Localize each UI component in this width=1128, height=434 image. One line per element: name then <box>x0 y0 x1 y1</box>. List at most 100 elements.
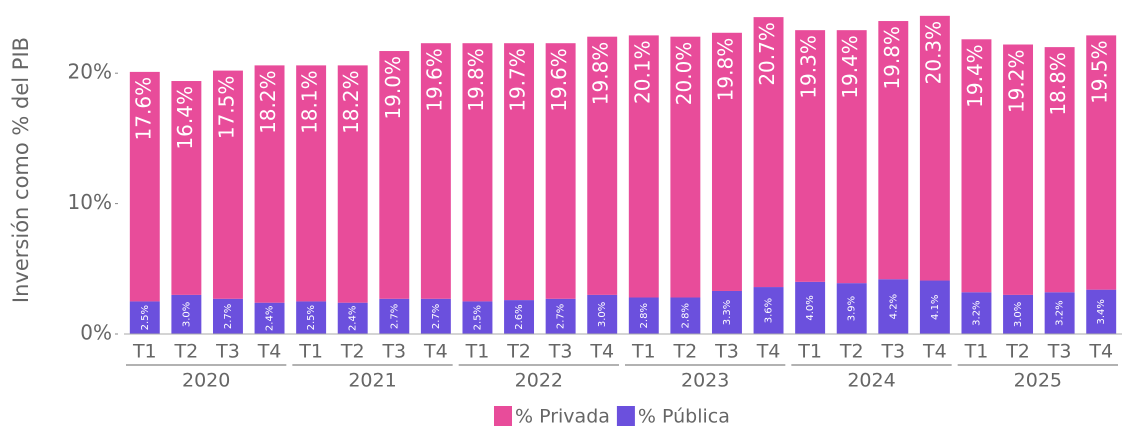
x-tick-label: T1 <box>964 341 989 363</box>
x-tick-label: T2 <box>174 341 199 363</box>
bar-segment <box>212 70 243 299</box>
value-label: 19.3% <box>797 35 821 99</box>
bar-segment <box>670 36 701 298</box>
bar-segment <box>171 81 202 295</box>
value-label: 20.7% <box>755 22 779 86</box>
bar-segment <box>836 283 867 334</box>
value-label: 19.6% <box>547 48 571 112</box>
x-tick-label: T1 <box>797 341 822 363</box>
bar-segment <box>961 39 992 293</box>
bar-segment <box>711 32 742 291</box>
value-label: 19.8% <box>880 26 904 90</box>
x-tick-label: T3 <box>215 341 240 363</box>
value-label: 3.6% <box>764 298 775 323</box>
value-label: 19.8% <box>713 38 737 102</box>
value-label: 2.6% <box>514 304 525 329</box>
value-label: 18.8% <box>1046 52 1070 116</box>
x-tick-label: T4 <box>922 341 947 363</box>
value-label: 20.1% <box>630 40 654 104</box>
x-tick-label: T2 <box>673 341 698 363</box>
x-tick-label: T2 <box>340 341 365 363</box>
bar-segment <box>129 71 160 302</box>
bar-segment <box>753 287 784 334</box>
value-label: 4.0% <box>805 295 816 320</box>
bar-segment <box>1044 292 1075 334</box>
x-tick-label: T3 <box>880 341 905 363</box>
value-label: 19.8% <box>589 42 613 106</box>
legend-label: % Privada <box>515 406 610 428</box>
value-label: 3.4% <box>1096 299 1107 324</box>
bar-segment <box>878 279 909 334</box>
bar-segment <box>296 65 327 302</box>
bar-segment <box>504 43 535 301</box>
value-label: 2.8% <box>680 303 691 328</box>
bar-segment <box>1086 35 1117 290</box>
value-label: 20.0% <box>672 42 696 106</box>
x-tick-label: T1 <box>298 341 323 363</box>
bar-segment <box>296 301 327 334</box>
year-label: 2022 <box>515 370 563 392</box>
bar-segment <box>670 297 701 334</box>
value-label: 4.1% <box>930 295 941 320</box>
bar-segment <box>462 43 493 302</box>
value-label: 18.1% <box>298 70 322 134</box>
year-label: 2023 <box>681 370 729 392</box>
bar-segment <box>836 30 867 284</box>
bar-segment <box>795 281 826 334</box>
x-tick-label: T4 <box>423 341 448 363</box>
legend-label: % Pública <box>638 406 730 428</box>
value-label: 3.3% <box>722 300 733 325</box>
value-label: 3.2% <box>971 300 982 325</box>
value-label: 2.7% <box>431 304 442 329</box>
value-label: 3.0% <box>1013 302 1024 327</box>
x-tick-label: T3 <box>381 341 406 363</box>
value-label: 19.4% <box>963 44 987 108</box>
bar-segment <box>711 290 742 334</box>
bar-segment <box>379 51 410 299</box>
bar-segment <box>878 21 909 280</box>
legend-swatch <box>616 406 635 426</box>
value-label: 2.5% <box>140 305 151 330</box>
bar-segment <box>919 280 950 334</box>
y-tick-label: 20% <box>68 60 112 84</box>
value-label: 17.6% <box>131 77 155 141</box>
x-tick-label: T4 <box>589 341 614 363</box>
value-label: 18.2% <box>256 70 280 134</box>
value-label: 2.7% <box>223 304 234 329</box>
value-label: 19.4% <box>838 35 862 99</box>
x-tick-label: T3 <box>1047 341 1072 363</box>
x-tick-label: T4 <box>756 341 781 363</box>
bar-segment <box>129 301 160 334</box>
value-label: 19.0% <box>381 56 405 120</box>
year-label: 2021 <box>348 370 396 392</box>
bar-segment <box>1003 44 1034 295</box>
y-tick-label: 10% <box>68 190 112 214</box>
bar-segment <box>545 43 576 299</box>
bar-segment <box>1044 47 1075 293</box>
value-label: 20.3% <box>921 21 945 85</box>
y-tick-label: 0% <box>80 321 112 345</box>
bar-segment <box>254 302 285 334</box>
x-tick-label: T2 <box>1005 341 1030 363</box>
bar-segment <box>919 15 950 281</box>
bar-segment <box>420 298 451 334</box>
bar-segment <box>379 298 410 334</box>
value-label: 19.2% <box>1005 50 1029 114</box>
value-label: 2.8% <box>639 303 650 328</box>
value-label: 2.5% <box>306 305 317 330</box>
year-label: 2020 <box>182 370 230 392</box>
value-label: 2.7% <box>389 304 400 329</box>
value-label: 3.0% <box>181 302 192 327</box>
bar-segment <box>795 30 826 282</box>
value-label: 2.4% <box>265 306 276 331</box>
value-label: 16.4% <box>173 86 197 150</box>
value-label: 4.2% <box>888 294 899 319</box>
value-label: 17.5% <box>214 76 238 140</box>
value-label: 3.0% <box>597 302 608 327</box>
bar-segment <box>1086 289 1117 334</box>
value-label: 3.9% <box>847 296 858 321</box>
value-label: 19.5% <box>1088 40 1112 104</box>
bar-segment <box>753 17 784 288</box>
bar-segment <box>337 302 368 334</box>
